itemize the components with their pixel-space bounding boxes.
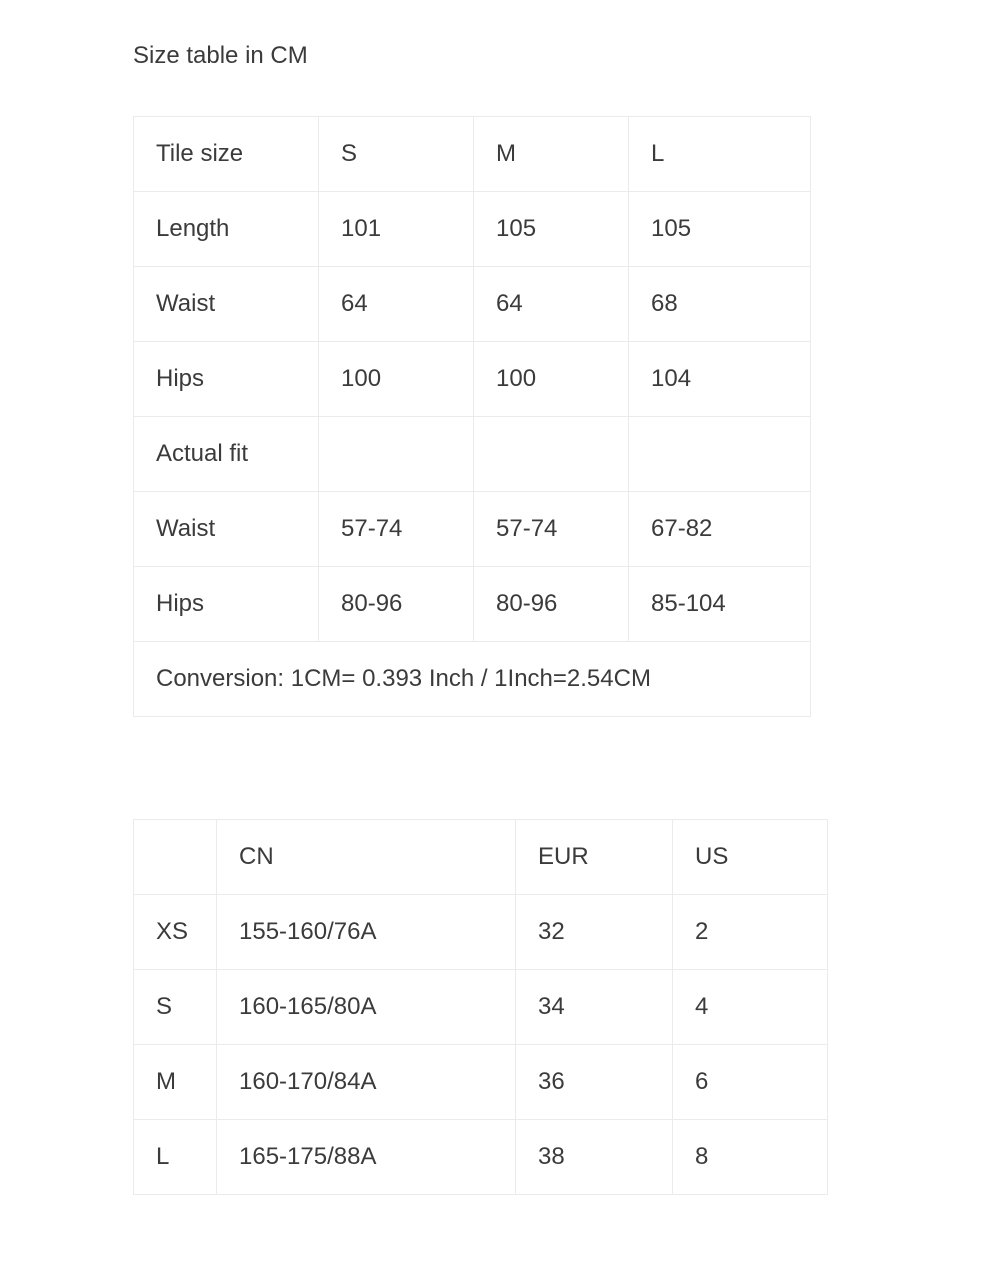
table-cell: 160-165/80A (216, 969, 516, 1045)
size-table-cm: Tile size S M L Length 101 105 105 Waist… (133, 116, 811, 717)
table-cell: 100 (318, 341, 474, 417)
table-cell: 64 (473, 266, 629, 342)
table-row: L 165-175/88A 38 8 (133, 1119, 828, 1195)
row-label: Hips (133, 341, 319, 417)
table-cell: 2 (672, 894, 828, 970)
table-row: M 160-170/84A 36 6 (133, 1044, 828, 1120)
table-row: Length 101 105 105 (133, 191, 811, 267)
table-cell: 80-96 (318, 566, 474, 642)
column-header-cn: CN (216, 819, 516, 895)
size-conversion-table: CN EUR US XS 155-160/76A 32 2 S 160-165/… (133, 819, 828, 1195)
column-header-tile-size: Tile size (133, 116, 319, 192)
table-cell: 32 (515, 894, 673, 970)
table-row: Waist 57-74 57-74 67-82 (133, 491, 811, 567)
conversion-note: Conversion: 1CM= 0.393 Inch / 1Inch=2.54… (133, 641, 811, 717)
table-cell: 34 (515, 969, 673, 1045)
table-row: Waist 64 64 68 (133, 266, 811, 342)
table-row: Conversion: 1CM= 0.393 Inch / 1Inch=2.54… (133, 641, 811, 717)
table-cell: 155-160/76A (216, 894, 516, 970)
table-cell: 160-170/84A (216, 1044, 516, 1120)
table-cell: 105 (628, 191, 811, 267)
page: Size table in CM Tile size S M L Length … (133, 42, 828, 1195)
column-header-empty (133, 819, 217, 895)
table-row: S 160-165/80A 34 4 (133, 969, 828, 1045)
table-cell: 85-104 (628, 566, 811, 642)
table-row: XS 155-160/76A 32 2 (133, 894, 828, 970)
table-cell: 80-96 (473, 566, 629, 642)
row-label: M (133, 1044, 217, 1120)
column-header-m: M (473, 116, 629, 192)
table-cell: 67-82 (628, 491, 811, 567)
column-header-s: S (318, 116, 474, 192)
table-cell: 68 (628, 266, 811, 342)
row-label: L (133, 1119, 217, 1195)
table-cell: 4 (672, 969, 828, 1045)
column-header-us: US (672, 819, 828, 895)
column-header-l: L (628, 116, 811, 192)
column-header-eur: EUR (515, 819, 673, 895)
table-cell: 6 (672, 1044, 828, 1120)
row-label: Waist (133, 491, 319, 567)
row-label: Length (133, 191, 319, 267)
table-row: Hips 100 100 104 (133, 341, 811, 417)
table-row: Tile size S M L (133, 116, 811, 192)
table-cell (473, 416, 629, 492)
table-cell: 36 (515, 1044, 673, 1120)
row-label: Actual fit (133, 416, 319, 492)
table-row: Actual fit (133, 416, 811, 492)
table-cell: 57-74 (473, 491, 629, 567)
row-label: XS (133, 894, 217, 970)
table-cell: 38 (515, 1119, 673, 1195)
row-label: Waist (133, 266, 319, 342)
table-cell: 8 (672, 1119, 828, 1195)
table-cell: 104 (628, 341, 811, 417)
table-cell: 101 (318, 191, 474, 267)
table-cell: 57-74 (318, 491, 474, 567)
table-row: CN EUR US (133, 819, 828, 895)
table-cell (628, 416, 811, 492)
table-cell (318, 416, 474, 492)
table-cell: 64 (318, 266, 474, 342)
table-cell: 165-175/88A (216, 1119, 516, 1195)
table-cell: 100 (473, 341, 629, 417)
page-title: Size table in CM (133, 42, 308, 69)
table-cell: 105 (473, 191, 629, 267)
table-row: Hips 80-96 80-96 85-104 (133, 566, 811, 642)
row-label: Hips (133, 566, 319, 642)
row-label: S (133, 969, 217, 1045)
